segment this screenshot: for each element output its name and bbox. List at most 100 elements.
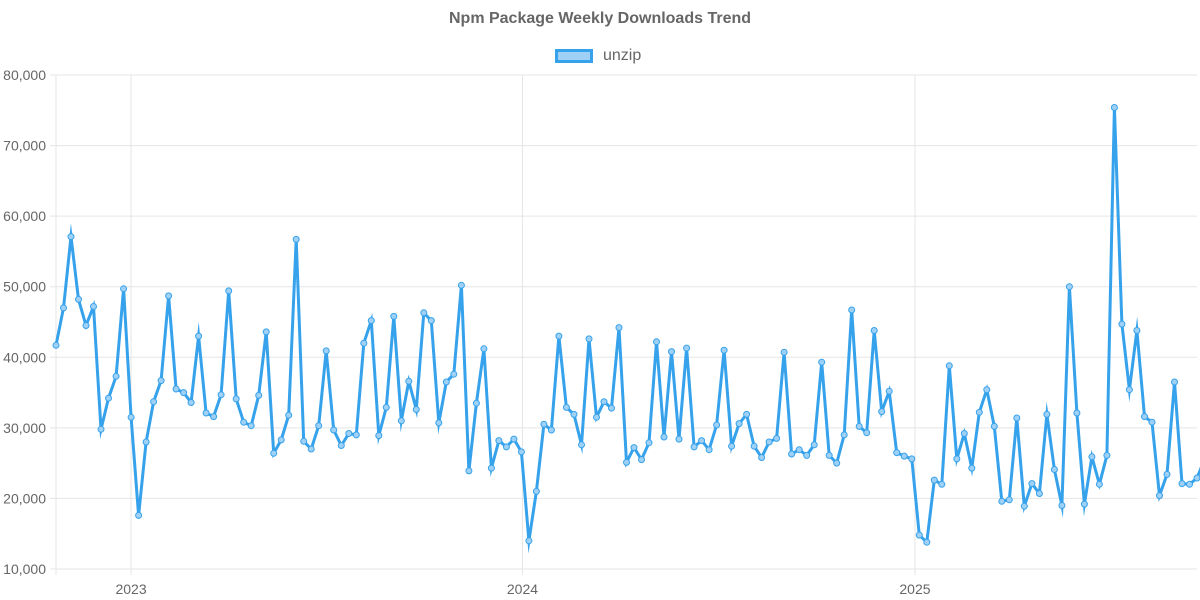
data-point[interactable] xyxy=(908,455,916,463)
data-point[interactable] xyxy=(780,348,788,356)
data-point[interactable] xyxy=(285,411,293,419)
data-point[interactable] xyxy=(930,476,938,484)
data-point[interactable] xyxy=(840,431,848,439)
data-point[interactable] xyxy=(375,432,383,440)
data-point[interactable] xyxy=(1163,470,1171,478)
data-point[interactable] xyxy=(1043,410,1051,418)
data-point[interactable] xyxy=(532,487,540,495)
legend[interactable]: unzip xyxy=(555,47,641,65)
data-point[interactable] xyxy=(713,421,721,429)
data-point[interactable] xyxy=(180,389,188,397)
data-point[interactable] xyxy=(322,347,330,355)
data-point[interactable] xyxy=(855,422,863,430)
data-point[interactable] xyxy=(187,399,195,406)
data-point[interactable] xyxy=(90,303,97,310)
data-point[interactable] xyxy=(367,317,375,325)
data-point[interactable] xyxy=(848,306,856,314)
data-point[interactable] xyxy=(150,398,158,406)
data-point[interactable] xyxy=(225,287,233,295)
data-point[interactable] xyxy=(60,304,67,312)
data-point[interactable] xyxy=(435,419,443,427)
data-point[interactable] xyxy=(585,335,593,343)
data-point[interactable] xyxy=(765,438,773,446)
data-point[interactable] xyxy=(315,422,323,430)
data-point[interactable] xyxy=(1141,413,1148,421)
data-point[interactable] xyxy=(945,362,953,370)
data-point[interactable] xyxy=(547,426,555,434)
data-point[interactable] xyxy=(1073,409,1081,417)
data-point[interactable] xyxy=(683,344,691,352)
data-point[interactable] xyxy=(623,458,630,466)
data-point[interactable] xyxy=(75,295,82,303)
data-point[interactable] xyxy=(247,422,255,430)
data-point[interactable] xyxy=(232,395,240,403)
data-point[interactable] xyxy=(457,281,465,289)
data-point[interactable] xyxy=(570,410,578,418)
data-point[interactable] xyxy=(270,449,278,457)
data-point[interactable] xyxy=(105,394,112,402)
data-point[interactable] xyxy=(668,348,675,356)
data-point[interactable] xyxy=(142,438,150,446)
data-point[interactable] xyxy=(52,341,60,349)
data-point[interactable] xyxy=(833,459,841,467)
data-point[interactable] xyxy=(495,437,503,445)
data-point[interactable] xyxy=(1133,327,1141,334)
data-point[interactable] xyxy=(1058,502,1066,509)
data-point[interactable] xyxy=(1020,502,1028,510)
data-point[interactable] xyxy=(1065,283,1073,291)
data-point[interactable] xyxy=(638,456,645,464)
data-point[interactable] xyxy=(465,467,473,475)
data-point[interactable] xyxy=(728,442,736,450)
data-point[interactable] xyxy=(758,454,766,461)
data-point[interactable] xyxy=(1125,386,1133,394)
data-point[interactable] xyxy=(157,377,165,385)
data-point[interactable] xyxy=(255,391,263,399)
data-point[interactable] xyxy=(1193,474,1200,482)
data-point[interactable] xyxy=(1148,418,1156,426)
data-point[interactable] xyxy=(195,332,203,340)
data-point[interactable] xyxy=(915,531,923,539)
data-point[interactable] xyxy=(525,537,533,545)
data-point[interactable] xyxy=(795,446,803,454)
data-point[interactable] xyxy=(893,449,901,457)
data-point[interactable] xyxy=(1171,378,1178,386)
data-point[interactable] xyxy=(750,442,758,450)
data-point[interactable] xyxy=(998,497,1006,505)
data-point[interactable] xyxy=(210,413,218,421)
data-point[interactable] xyxy=(82,322,90,329)
data-point[interactable] xyxy=(120,285,128,293)
data-point[interactable] xyxy=(1095,480,1103,488)
data-point[interactable] xyxy=(953,455,961,463)
data-point[interactable] xyxy=(442,378,450,386)
data-point[interactable] xyxy=(885,387,893,395)
data-point[interactable] xyxy=(653,338,660,346)
data-point[interactable] xyxy=(360,339,368,347)
data-point[interactable] xyxy=(675,435,683,443)
data-point[interactable] xyxy=(330,426,338,434)
data-point[interactable] xyxy=(615,324,623,332)
data-point[interactable] xyxy=(938,480,946,488)
data-point[interactable] xyxy=(307,445,315,453)
data-point[interactable] xyxy=(705,446,713,454)
data-point[interactable] xyxy=(172,385,180,393)
data-point[interactable] xyxy=(960,430,968,437)
data-point[interactable] xyxy=(788,450,796,458)
data-point[interactable] xyxy=(390,312,398,320)
data-point[interactable] xyxy=(217,391,225,399)
data-point[interactable] xyxy=(480,345,488,353)
data-point[interactable] xyxy=(810,441,818,449)
data-point[interactable] xyxy=(870,327,878,334)
data-point[interactable] xyxy=(1050,466,1058,473)
data-point[interactable] xyxy=(450,370,458,378)
data-point[interactable] xyxy=(1088,453,1096,461)
data-point[interactable] xyxy=(517,448,525,456)
data-point[interactable] xyxy=(382,403,390,411)
data-point[interactable] xyxy=(555,332,563,340)
data-point[interactable] xyxy=(630,444,638,452)
data-point[interactable] xyxy=(240,418,248,426)
data-point[interactable] xyxy=(397,417,405,425)
data-point[interactable] xyxy=(1013,414,1021,422)
data-point[interactable] xyxy=(337,442,345,449)
data-point[interactable] xyxy=(1080,500,1088,508)
data-point[interactable] xyxy=(135,511,143,519)
